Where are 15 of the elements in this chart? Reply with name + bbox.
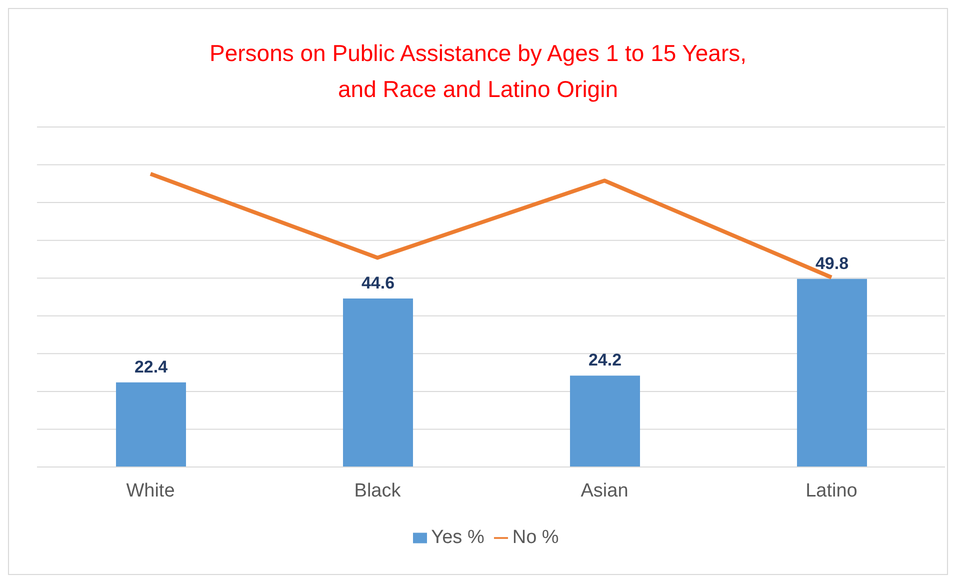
data-label: 24.2 [588, 350, 622, 370]
x-tick-label: Black [354, 480, 402, 502]
data-label: 22.4 [134, 357, 168, 376]
bar [116, 382, 186, 467]
bar [343, 298, 413, 467]
chart-title: Persons on Public Assistance by Ages 1 to 15 Years, and Race and Latino Origin [208, 39, 748, 104]
x-tick-label: White [126, 480, 175, 502]
x-tick-label: Latino [806, 480, 858, 502]
data-label: 44.6 [361, 274, 395, 293]
legend-label: No % [512, 527, 559, 548]
bar [570, 376, 640, 467]
legend-label: Yes % [431, 527, 484, 548]
bar [797, 278, 867, 467]
x-tick-label: Asian [580, 480, 628, 502]
data-label: 49.8 [815, 254, 849, 273]
